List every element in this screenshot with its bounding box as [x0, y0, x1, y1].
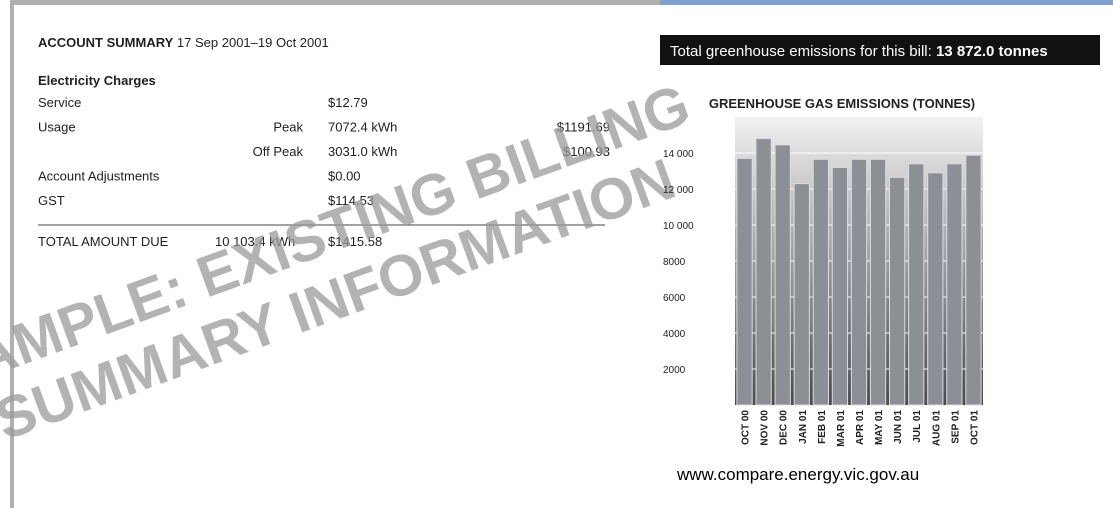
bar [946, 163, 963, 406]
section-title: Electricity Charges [38, 73, 156, 88]
footer-url: www.compare.energy.vic.gov.au [676, 465, 919, 484]
bar [965, 154, 982, 406]
banner [660, 35, 1100, 65]
row-label: Service [38, 95, 81, 110]
y-tick-label: 10 000 [663, 221, 694, 232]
bar [908, 163, 925, 406]
bar [812, 158, 829, 406]
y-tick-label: 2000 [663, 365, 686, 376]
summary-heading: ACCOUNT SUMMARY 17 Sep 2001–19 Oct 2001 [38, 35, 329, 50]
banner-text: Total greenhouse emissions for this bill… [670, 43, 1048, 60]
bar [831, 166, 849, 406]
top-rule [10, 0, 660, 5]
row-amount: 3031.0 kWh [328, 144, 397, 159]
bar [927, 172, 944, 406]
x-tick-label: NOV 00 [760, 410, 771, 446]
bar [850, 158, 868, 406]
y-tick-label: 8000 [663, 257, 686, 268]
x-tick-label: SEP 01 [950, 410, 961, 444]
x-tick-label: MAR 01 [836, 410, 847, 447]
bar [736, 157, 753, 406]
row-amount: $12.79 [328, 95, 368, 110]
bar [889, 176, 906, 406]
row-sub: Off Peak [253, 144, 304, 159]
x-tick-label: OCT 01 [969, 410, 980, 445]
row-amount: $0.00 [328, 169, 361, 184]
x-tick-label: JAN 01 [798, 410, 809, 444]
y-tick-label: 14 000 [663, 149, 694, 160]
row-sub: Peak [273, 120, 303, 135]
total-usage: 10 103.4 kWh [215, 234, 295, 249]
top-rule-blue [660, 0, 1113, 5]
x-tick-label: FEB 01 [817, 410, 828, 444]
bar [869, 158, 887, 406]
row-label: GST [38, 193, 65, 208]
x-tick-label: OCT 00 [741, 410, 752, 445]
row-amount: $114.53 [328, 193, 374, 208]
row-label: Usage [38, 120, 76, 135]
bar [755, 138, 772, 406]
y-tick-label: 4000 [663, 329, 686, 340]
summary-period: 17 Sep 2001–19 Oct 2001 [177, 35, 329, 50]
bar [774, 144, 791, 406]
row-total: $1191.69 [557, 120, 610, 135]
row-total: $100.93 [563, 144, 610, 159]
y-tick-label: 6000 [663, 293, 686, 304]
banner-label: Total greenhouse emissions for this bill… [670, 43, 932, 60]
x-tick-label: APR 01 [855, 410, 866, 445]
row-label: Account Adjustments [38, 169, 160, 184]
chart-title: GREENHOUSE GAS EMISSIONS (TONNES) [709, 96, 975, 111]
bar [793, 183, 810, 406]
x-tick-label: JUL 01 [912, 410, 923, 443]
x-tick-label: MAY 01 [874, 410, 885, 445]
summary-title: ACCOUNT SUMMARY [38, 35, 174, 50]
x-tick-label: JUN 01 [893, 410, 904, 444]
left-rule [10, 0, 14, 508]
y-tick-label: 12 000 [663, 185, 694, 196]
total-amount: $1415.58 [328, 234, 382, 249]
x-tick-label: DEC 00 [779, 410, 790, 445]
row-amount: 7072.4 kWh [328, 120, 397, 135]
total-label: TOTAL AMOUNT DUE [38, 234, 169, 249]
banner-value: 13 872.0 tonnes [936, 43, 1048, 60]
x-tick-label: AUG 01 [931, 410, 942, 447]
